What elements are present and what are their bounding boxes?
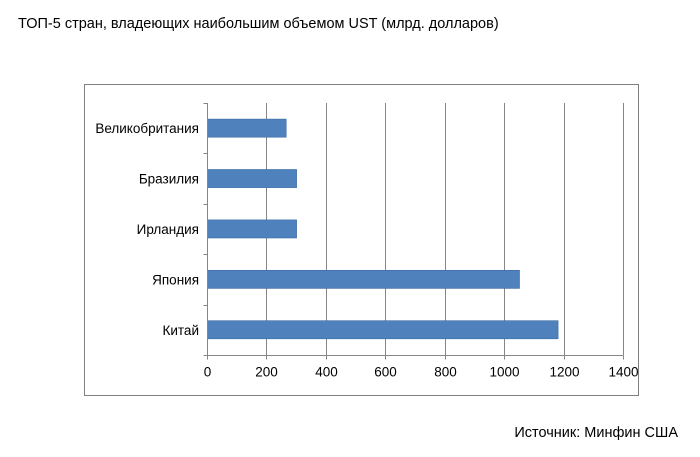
axes [203, 103, 624, 360]
bar-chart: Великобритания Бразилия Ирландия Япония Кита… [95, 103, 638, 380]
category-label-2: Бразилия [139, 172, 199, 187]
chart-title: ТОП-5 стран, владеющих наибольшим объемо… [18, 16, 499, 32]
bar-2 [207, 169, 297, 188]
x-tick-labels: 0 200 400 600 800 1000 1200 1400 [204, 365, 638, 380]
category-label-5: Китай [163, 323, 200, 338]
bars [207, 118, 559, 340]
x-tick-label-600: 600 [374, 365, 397, 380]
chart-area: Великобритания Бразилия Ирландия Япония Кита… [84, 84, 639, 396]
bar-5 [207, 320, 559, 340]
bar-3 [207, 219, 297, 239]
category-label-1: Великобритания [95, 121, 199, 136]
x-tick-label-400: 400 [315, 365, 338, 380]
x-tick-label-1400: 1400 [608, 365, 638, 380]
category-label-3: Ирландия [137, 222, 199, 237]
x-tick-label-200: 200 [255, 365, 278, 380]
x-tick-label-1200: 1200 [549, 365, 579, 380]
source-note: Источник: Минфин США [514, 425, 678, 441]
x-tick-label-1000: 1000 [489, 365, 519, 380]
x-tick-label-0: 0 [204, 365, 212, 380]
bar-1 [207, 118, 287, 138]
category-label-4: Япония [152, 272, 199, 287]
category-labels: Великобритания Бразилия Ирландия Япония Кита… [95, 121, 199, 338]
gridlines [266, 103, 624, 355]
x-tick-label-800: 800 [434, 365, 457, 380]
bar-4 [207, 270, 520, 289]
